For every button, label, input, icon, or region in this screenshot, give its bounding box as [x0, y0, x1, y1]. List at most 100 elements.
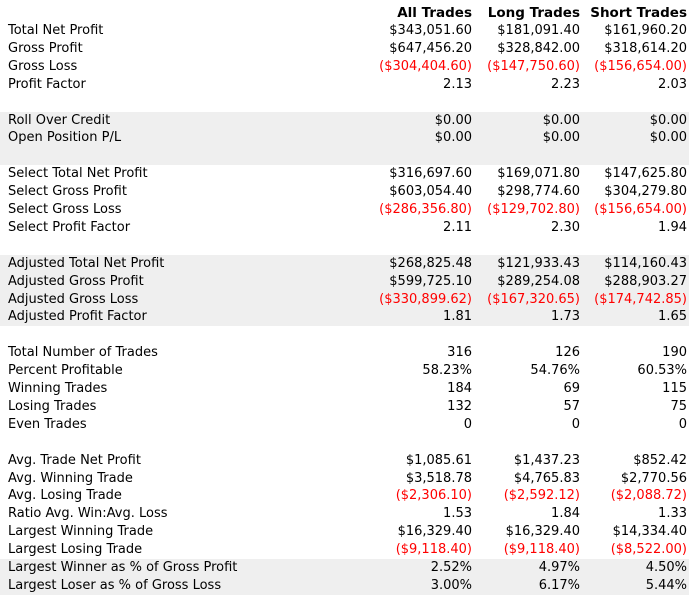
stat-value-long-trades: $4,765.83 — [513, 470, 580, 486]
stat-value-long-trades: 1.84 — [551, 506, 580, 522]
stat-value-long-trades: 4.97% — [538, 560, 580, 575]
stat-label: Total Net Profit — [8, 23, 104, 38]
stat-value-short-trades: ($2,088.72) — [610, 488, 687, 504]
stat-value-all-trades: ($2,306.10) — [395, 488, 472, 504]
stat-value-all-trades: $0.00 — [434, 130, 472, 146]
stat-value-short-trades: 190 — [662, 345, 687, 361]
stat-value-long-trades: 1.73 — [551, 309, 580, 325]
stat-value-short-trades: $14,334.40 — [612, 524, 687, 540]
stat-value-all-trades: ($9,118.40) — [395, 542, 472, 558]
stat-row: Avg. Trade Net Profit $1,085.61 $1,437.23 $… — [0, 452, 689, 470]
stat-label: Gross Profit — [8, 40, 83, 56]
stat-value-all-trades: ($286,356.80) — [379, 202, 472, 217]
stat-row: Avg. Losing Trade ($2,306.10) ($2,592.12) (… — [0, 487, 689, 505]
stat-row: Select Gross Loss ($286,356.80) ($129,702.… — [0, 201, 689, 219]
stat-row: Gross Loss ($304,404.60) ($147,750.60) ($15… — [0, 58, 689, 76]
stat-value-long-trades: 2.23 — [551, 76, 580, 92]
stat-value-short-trades: 1.33 — [658, 506, 687, 522]
stat-label: Avg. Losing Trade — [8, 488, 122, 504]
stat-value-long-trades: 69 — [563, 381, 580, 396]
stat-value-long-trades: 6.17% — [538, 577, 580, 593]
stat-label: Roll Over Credit — [8, 112, 111, 128]
stat-row: Open Position P/L $0.00 $0.00 $0.00 — [0, 129, 689, 148]
stat-row: Ratio Avg. Win:Avg. Loss 1.53 1.84 1.33 — [0, 505, 689, 523]
stat-label: Gross Loss — [8, 58, 78, 74]
stat-label: Adjusted Total Net Profit — [8, 255, 165, 271]
stat-value-all-trades: 58.23% — [422, 363, 472, 379]
stat-label: Avg. Trade Net Profit — [8, 452, 141, 468]
stat-value-all-trades: ($330,899.62) — [379, 291, 472, 307]
stat-value-all-trades: 132 — [447, 398, 472, 414]
stat-value-all-trades: $3,518.78 — [405, 470, 472, 486]
stat-row: Largest Loser as % of Gross Loss 3.00% 6.1… — [0, 576, 689, 595]
stat-value-long-trades: $1,437.23 — [513, 452, 580, 468]
stat-value-short-trades: 75 — [670, 398, 687, 414]
stat-value-all-trades: $647,456.20 — [389, 40, 472, 56]
stat-label: Adjusted Gross Profit — [8, 273, 144, 289]
spacer-row — [0, 434, 689, 452]
stat-value-all-trades: 1.53 — [443, 506, 472, 522]
stat-row: Even Trades 0 0 0 — [0, 416, 689, 434]
stat-label: Largest Losing Trade — [8, 542, 143, 558]
column-header-long-trades: Long Trades — [487, 5, 580, 21]
stat-label: Select Gross Loss — [8, 202, 122, 217]
stat-label: Select Gross Profit — [8, 184, 127, 200]
stat-value-all-trades: 3.00% — [430, 577, 472, 593]
stat-value-short-trades: 115 — [662, 381, 687, 396]
stat-value-short-trades: $2,770.56 — [620, 470, 687, 486]
stat-row: Largest Winning Trade $16,329.40 $16,329.4… — [0, 523, 689, 541]
stat-row: Avg. Winning Trade $3,518.78 $4,765.83 $2,7… — [0, 470, 689, 488]
stat-row: Largest Winner as % of Gross Profit 2.52%… — [0, 559, 689, 577]
stat-value-all-trades: $1,085.61 — [405, 452, 472, 468]
stat-value-short-trades: $0.00 — [649, 112, 687, 128]
stat-label: Losing Trades — [8, 398, 97, 414]
stat-row: Gross Profit $647,456.20 $328,842.00 $318,6… — [0, 40, 689, 58]
stat-label: Percent Profitable — [8, 363, 123, 379]
stat-value-long-trades: ($147,750.60) — [487, 58, 580, 74]
stat-label: Largest Loser as % of Gross Loss — [8, 577, 222, 593]
stat-row: Adjusted Gross Profit $599,725.10 $289,254… — [0, 272, 689, 291]
stat-label: Avg. Winning Trade — [8, 470, 133, 486]
stat-value-all-trades: 184 — [447, 381, 472, 396]
stat-value-long-trades: $289,254.08 — [497, 273, 580, 289]
stat-value-long-trades: $16,329.40 — [505, 524, 580, 540]
stat-value-long-trades: 2.30 — [551, 219, 580, 235]
stat-value-long-trades: $328,842.00 — [497, 40, 580, 56]
stat-value-long-trades: $298,774.60 — [497, 184, 580, 200]
stat-value-all-trades: $343,051.60 — [389, 23, 472, 38]
spacer-row — [0, 147, 689, 166]
stat-label: Even Trades — [8, 416, 87, 432]
stat-value-short-trades: ($156,654.00) — [594, 58, 687, 74]
stat-value-long-trades: $0.00 — [542, 130, 580, 146]
spacer-row — [0, 94, 689, 112]
spacer-row — [0, 237, 689, 255]
stat-row: Total Number of Trades 316 126 190 — [0, 344, 689, 362]
stat-row: Winning Trades 184 69 115 — [0, 380, 689, 398]
stat-value-long-trades: ($129,702.80) — [487, 202, 580, 217]
stat-value-short-trades: $161,960.20 — [604, 23, 687, 38]
stat-value-long-trades: $181,091.40 — [497, 23, 580, 38]
stat-value-short-trades: $0.00 — [649, 130, 687, 146]
stat-value-short-trades: 0 — [678, 416, 687, 432]
stat-value-short-trades: $147,625.80 — [604, 166, 687, 182]
stat-value-long-trades: ($2,592.12) — [503, 488, 580, 504]
stat-label: Select Profit Factor — [8, 219, 131, 235]
column-header-row: All Trades Long Trades Short Trades — [0, 4, 689, 22]
column-header-all-trades: All Trades — [397, 5, 472, 21]
stat-row: Select Total Net Profit $316,697.60 $169,0… — [0, 165, 689, 183]
stat-label: Largest Winner as % of Gross Profit — [8, 560, 238, 575]
stat-value-all-trades: 316 — [447, 345, 472, 361]
stat-label: Total Number of Trades — [8, 345, 158, 361]
stat-value-all-trades: $0.00 — [434, 112, 472, 128]
stat-row: Profit Factor 2.13 2.23 2.03 — [0, 76, 689, 94]
stat-value-long-trades: $0.00 — [542, 112, 580, 128]
stat-value-short-trades: $318,614.20 — [604, 40, 687, 56]
column-header-short-trades: Short Trades — [590, 5, 687, 21]
stat-value-short-trades: ($174,742.85) — [594, 291, 687, 307]
stat-value-all-trades: $16,329.40 — [397, 524, 472, 540]
stat-value-short-trades: $852.42 — [633, 452, 687, 468]
stat-value-short-trades: $288,903.27 — [604, 273, 687, 289]
stat-value-all-trades: 2.13 — [443, 76, 472, 92]
stat-row: Largest Losing Trade ($9,118.40) ($9,118.4… — [0, 541, 689, 559]
